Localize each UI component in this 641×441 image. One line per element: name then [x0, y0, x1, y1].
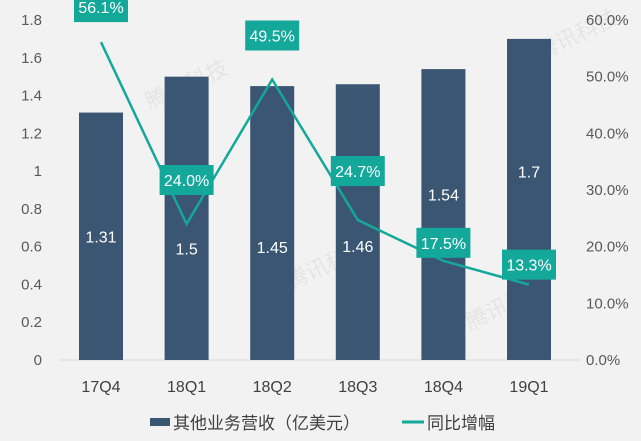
left-axis-tick: 1.8	[21, 12, 42, 29]
line-value-label: 49.5%	[250, 29, 295, 46]
category-label: 19Q1	[509, 379, 548, 396]
right-axis-tick: 20.0%	[586, 239, 629, 256]
bar-value-label: 1.31	[85, 229, 116, 246]
left-axis-tick: 1.2	[21, 125, 42, 142]
line-label-box	[245, 20, 300, 51]
right-axis-tick: 0.0%	[586, 352, 620, 369]
line-label-box	[502, 249, 556, 280]
category-label: 17Q4	[81, 379, 120, 396]
left-axis-tick: 0	[34, 352, 42, 369]
bar	[250, 86, 295, 360]
left-axis-tick: 1.4	[21, 88, 42, 105]
bar-value-label: 1.5	[175, 241, 197, 258]
bar-value-label: 1.54	[428, 188, 459, 205]
bar-value-label: 1.46	[342, 239, 373, 256]
bar	[164, 76, 209, 361]
bar-value-label: 1.7	[518, 164, 540, 181]
left-axis-tick: 1.6	[21, 50, 42, 67]
bar	[79, 112, 123, 360]
right-axis-tick: 50.0%	[586, 69, 629, 86]
left-axis-tick: 0.4	[21, 276, 42, 293]
line-label-box	[416, 227, 471, 258]
line-label-box	[159, 165, 214, 195]
legend-bar-swatch	[150, 418, 170, 426]
line-value-label: 56.1%	[78, 0, 123, 17]
category-label: 18Q3	[338, 379, 377, 396]
line-value-label: 13.3%	[506, 258, 551, 275]
left-axis-tick: 0.8	[21, 201, 42, 218]
legend-line-label: 同比增幅	[427, 414, 495, 433]
category-label: 18Q1	[167, 379, 206, 396]
line-value-label: 24.0%	[164, 173, 209, 190]
legend-bar-label: 其他业务营收（亿美元）	[173, 414, 360, 433]
bar	[421, 69, 466, 360]
category-label: 18Q4	[424, 379, 463, 396]
right-axis-tick: 10.0%	[586, 295, 629, 312]
line-label-box	[74, 0, 128, 23]
right-axis-tick: 30.0%	[586, 182, 629, 199]
bar	[335, 84, 380, 360]
left-axis-tick: 1	[34, 163, 42, 180]
left-axis-tick: 0.6	[21, 239, 42, 256]
line-value-label: 17.5%	[421, 236, 466, 253]
right-axis-tick: 40.0%	[586, 125, 629, 142]
line-label-box	[330, 156, 385, 187]
bar-value-label: 1.45	[257, 240, 288, 257]
left-axis-tick: 0.2	[21, 314, 42, 331]
right-axis-tick: 60.0%	[586, 12, 629, 29]
category-label: 18Q2	[253, 379, 292, 396]
bar	[507, 38, 551, 361]
line-value-label: 24.7%	[335, 164, 380, 181]
